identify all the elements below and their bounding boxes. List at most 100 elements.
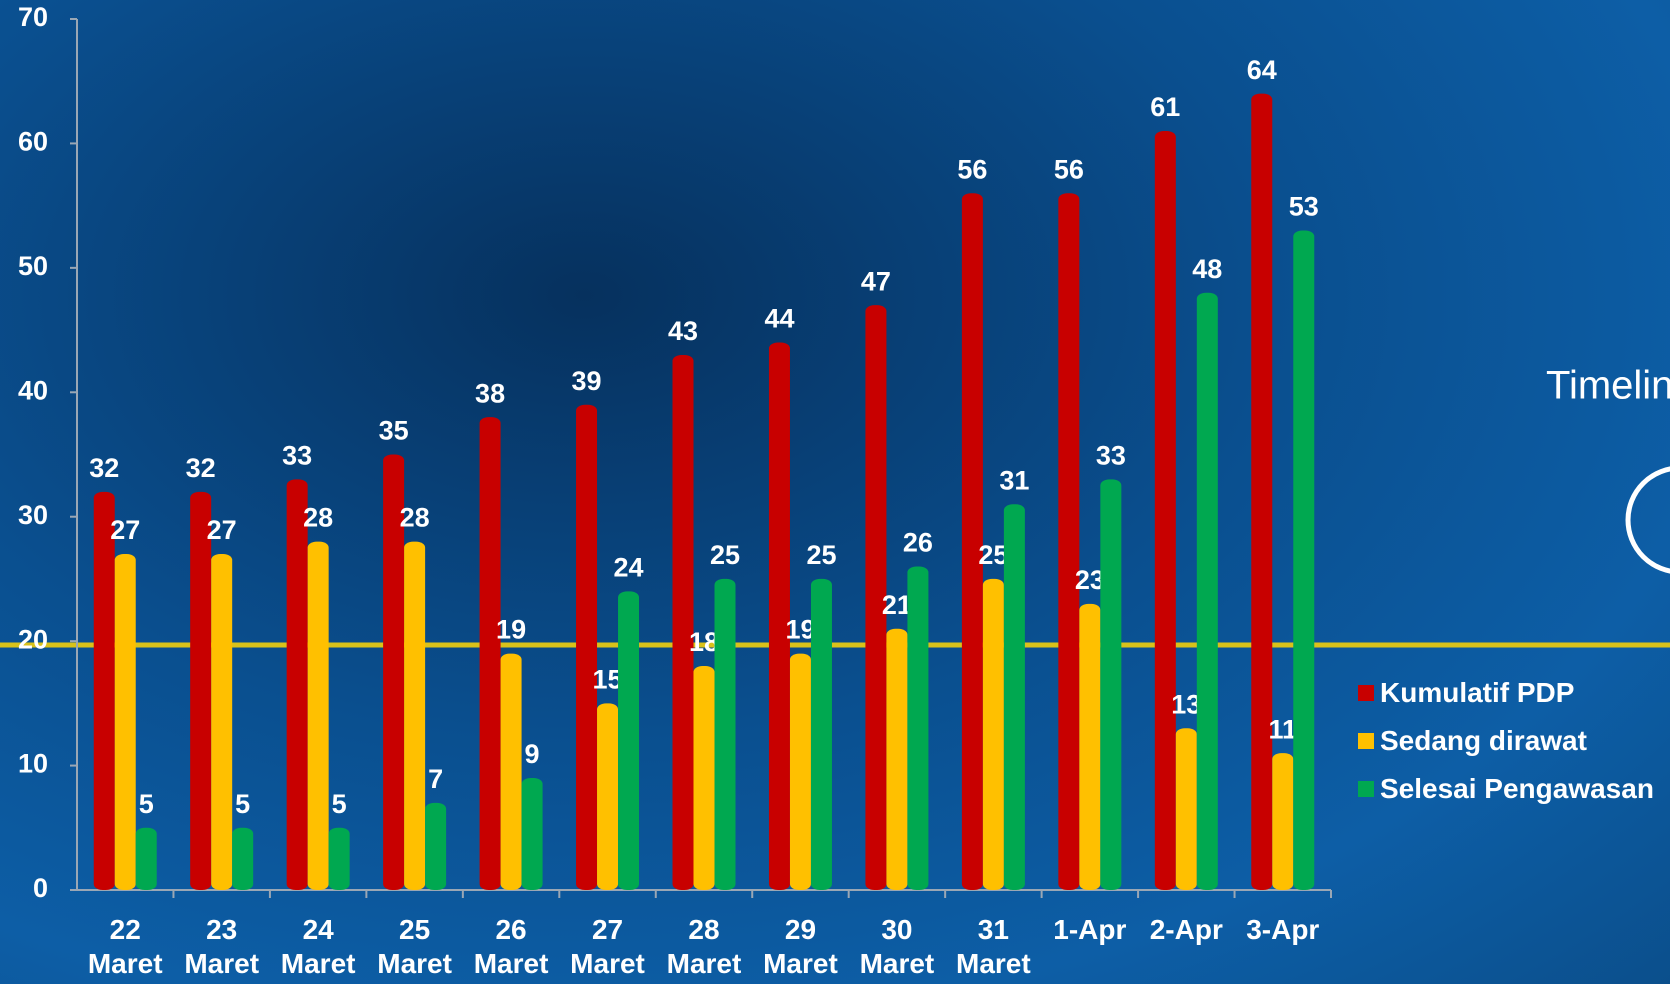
y-tick-label: 60 [18,127,48,157]
data-label: 28 [303,503,333,533]
data-label: 39 [572,366,602,396]
x-tick-label: 3-Apr [1237,913,1329,947]
legend-label: Kumulatif PDP [1380,677,1574,709]
bar [522,778,543,890]
data-label: 5 [235,789,250,819]
bar [1293,231,1314,890]
bar [425,803,446,890]
data-label: 33 [282,441,312,471]
bar [1251,94,1272,890]
y-tick-label: 30 [18,500,48,530]
x-tick-label: 25 Maret [369,913,461,981]
bar [480,417,501,890]
bar [886,629,907,890]
data-label: 19 [496,615,526,645]
data-label: 9 [525,739,540,769]
y-tick-label: 50 [18,251,48,281]
bar [190,492,211,890]
bar [232,828,253,890]
bar [136,828,157,890]
x-tick-label: 24 Maret [272,913,364,981]
legend-swatch [1358,733,1374,749]
bar [404,542,425,890]
bar [211,554,232,890]
y-tick-label: 20 [18,624,48,654]
data-label: 24 [614,552,644,582]
x-tick-label: 2-Apr [1140,913,1232,947]
bar [907,566,928,890]
data-label: 5 [139,789,154,819]
data-label: 56 [957,154,987,184]
background-text: Timelin [1546,364,1670,408]
bar [287,479,308,890]
data-label: 33 [1096,441,1126,471]
x-tick-label: 1-Apr [1044,913,1136,947]
data-label: 56 [1054,154,1084,184]
data-label: 35 [379,416,409,446]
bar [1155,131,1176,890]
legend-label: Selesai Pengawasan [1380,773,1654,805]
data-label: 32 [89,453,119,483]
x-tick-label: 26 Maret [465,913,557,981]
data-label: 64 [1247,55,1277,85]
bar [1004,504,1025,890]
bar [673,355,694,890]
bar [1079,604,1100,890]
data-label: 61 [1150,92,1180,122]
data-label: 26 [903,528,933,558]
data-label: 47 [861,266,891,296]
legend-entry: Sedang dirawat [1358,725,1587,757]
bar [576,405,597,890]
data-label: 53 [1289,192,1319,222]
decor-circle [1628,468,1670,572]
legend-entry: Selesai Pengawasan [1358,773,1654,805]
bar [1100,479,1121,890]
page: Timelin 01020304050607032275322753328535… [0,0,1670,984]
data-label: 31 [999,465,1029,495]
bar [597,703,618,890]
data-label: 44 [764,304,794,334]
data-label: 7 [428,764,443,794]
bar [694,666,715,890]
bar [1197,293,1218,890]
y-tick-label: 10 [18,749,48,779]
legend-entry: Kumulatif PDP [1358,677,1574,709]
y-tick-label: 40 [18,375,48,405]
data-label: 38 [475,378,505,408]
data-label: 27 [207,515,237,545]
x-tick-label: 29 Maret [754,913,846,981]
data-label: 28 [400,503,430,533]
bar [501,654,522,890]
bar [618,591,639,890]
x-tick-label: 27 Maret [562,913,654,981]
data-label: 5 [332,789,347,819]
y-tick-label: 0 [33,873,48,903]
bar [1272,753,1293,890]
bar [1058,193,1079,890]
legend-swatch [1358,685,1374,701]
x-tick-label: 30 Maret [851,913,943,981]
bar [94,492,115,890]
data-label: 27 [110,515,140,545]
data-label: 32 [186,453,216,483]
bar [790,654,811,890]
chart: Timelin 01020304050607032275322753328535… [0,0,1670,984]
data-label: 43 [668,316,698,346]
bar [329,828,350,890]
data-label: 11 [1268,714,1297,744]
legend-label: Sedang dirawat [1380,725,1587,757]
data-label: 25 [710,540,740,570]
bar [308,542,329,890]
legend-swatch [1358,781,1374,797]
x-tick-label: 31 Maret [947,913,1039,981]
x-tick-label: 28 Maret [658,913,750,981]
bar [1176,728,1197,890]
y-tick-label: 70 [18,2,48,32]
data-label: 48 [1192,254,1222,284]
x-tick-label: 22 Maret [79,913,171,981]
bar [983,579,1004,890]
bar [811,579,832,890]
bar [115,554,136,890]
bar [715,579,736,890]
x-tick-label: 23 Maret [176,913,268,981]
